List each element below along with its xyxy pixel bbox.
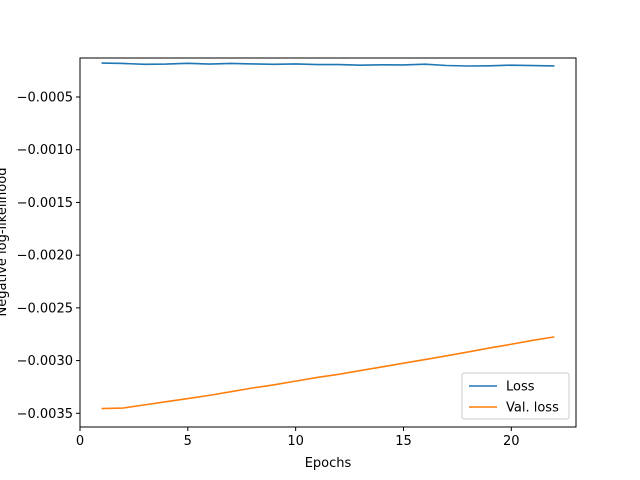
x-axis-label: Epochs bbox=[305, 456, 352, 471]
y-tick-label: −0.0025 bbox=[17, 301, 73, 316]
x-tick-label: 10 bbox=[287, 434, 304, 449]
y-tick-label: −0.0035 bbox=[17, 407, 73, 422]
series-line-0 bbox=[101, 62, 555, 67]
plot-frame bbox=[79, 57, 577, 428]
y-tick-label: −0.0020 bbox=[17, 249, 73, 264]
series-line-1 bbox=[101, 336, 555, 410]
series-layer bbox=[101, 62, 555, 410]
y-tick-label: −0.0010 bbox=[17, 143, 73, 158]
y-axis-label: Negative log-likelihood bbox=[0, 168, 10, 317]
y-tick-label: −0.0005 bbox=[17, 91, 73, 106]
x-tick-label: 20 bbox=[503, 434, 520, 449]
x-tick-label: 0 bbox=[76, 434, 84, 449]
x-axis: 0 5 10 15 20 bbox=[76, 427, 520, 449]
legend-label-0: Loss bbox=[506, 380, 535, 395]
y-axis: −0.0005 −0.0010 −0.0015 −0.0020 −0.0025 −0.00… bbox=[17, 91, 80, 422]
legend-label-1: Val. loss bbox=[506, 401, 559, 416]
x-tick-label: 15 bbox=[395, 434, 412, 449]
legend: Loss Val. loss bbox=[461, 372, 570, 420]
x-tick-label: 5 bbox=[184, 434, 192, 449]
y-tick-label: −0.0030 bbox=[17, 354, 73, 369]
y-tick-label: −0.0015 bbox=[17, 196, 73, 211]
plot-area bbox=[80, 58, 576, 427]
